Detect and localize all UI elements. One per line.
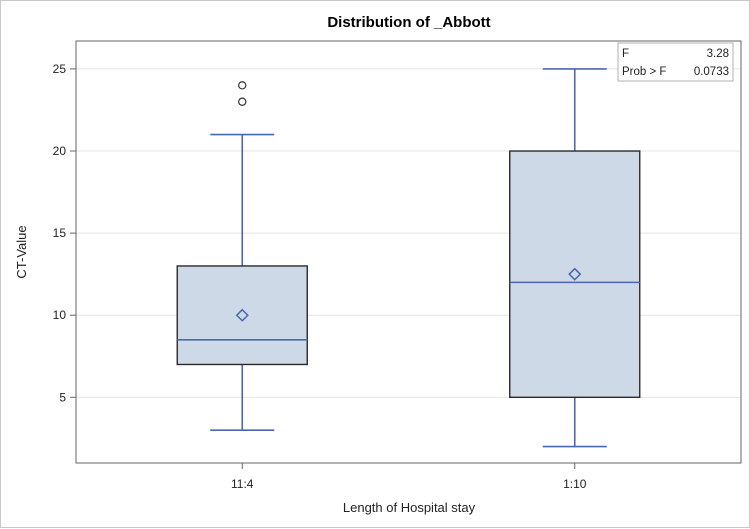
stat-f-value: 3.28 [707, 48, 729, 60]
grid-lines [76, 68, 741, 398]
iqr-box [176, 265, 308, 366]
stats-inset-box [617, 42, 734, 82]
x-tick-label: 11:4 [231, 477, 254, 491]
y-tick-label: 15 [53, 226, 67, 240]
chart-title: Distribution of _Abbott [327, 14, 490, 31]
y-tick-label: 25 [53, 62, 67, 76]
stat-prob-value: 0.0733 [694, 66, 729, 78]
stat-f-label: F [622, 48, 629, 60]
y-tick-label: 10 [53, 308, 67, 322]
plot-area-border [75, 40, 742, 464]
y-tick-label: 5 [59, 390, 66, 404]
y-tick-label: 20 [53, 144, 67, 158]
outlier-point [238, 97, 247, 106]
iqr-box [509, 150, 641, 399]
outlier-point [238, 81, 247, 90]
y-axis-label: CT-Value [14, 225, 29, 278]
mean-marker [568, 267, 582, 281]
mean-marker [235, 308, 249, 322]
axis-ticks: 5 10 15 20 25 11:4 1:10 [53, 62, 587, 491]
box-group [176, 81, 308, 431]
stats-inset: F 3.28 Prob > F 0.0733 [617, 42, 734, 82]
box-group [509, 68, 641, 448]
x-tick-label: 1:10 [563, 477, 587, 491]
stat-prob-label: Prob > F [622, 66, 666, 78]
x-axis-label: Length of Hospital stay [343, 500, 476, 515]
boxes [176, 68, 641, 448]
